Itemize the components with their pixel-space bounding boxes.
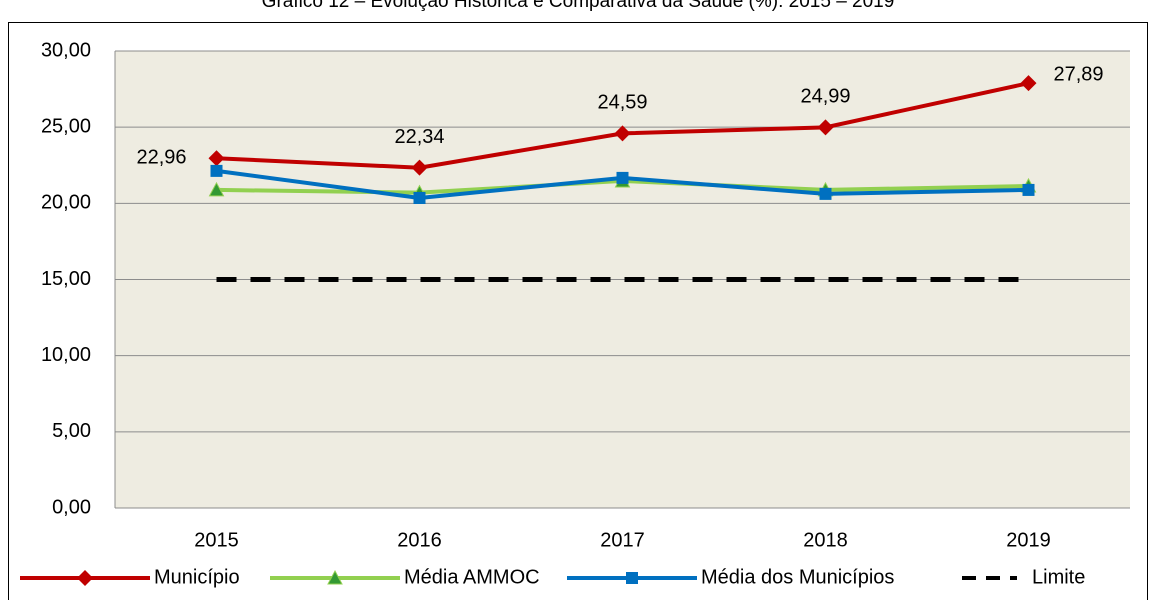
marker bbox=[1020, 75, 1037, 92]
x-tick-label: 2018 bbox=[803, 529, 848, 551]
marker bbox=[210, 164, 223, 177]
marker bbox=[208, 150, 225, 167]
data-label: 24,99 bbox=[800, 86, 850, 108]
chart-title: Gráfico 12 – Evolução Histórica e Compar… bbox=[262, 0, 895, 12]
marker bbox=[411, 159, 428, 176]
legend-label: Média dos Municípios bbox=[701, 566, 894, 588]
legend-item: Média AMMOC bbox=[270, 566, 540, 588]
legend-label: Média AMMOC bbox=[404, 566, 540, 588]
data-label: 27,89 bbox=[1053, 63, 1103, 85]
y-tick-label: 20,00 bbox=[41, 192, 91, 214]
x-tick-label: 2015 bbox=[194, 529, 239, 551]
y-tick-label: 10,00 bbox=[41, 344, 91, 366]
marker bbox=[413, 192, 426, 205]
legend-item: Limite bbox=[962, 566, 1085, 588]
data-label: 22,96 bbox=[136, 147, 186, 169]
marker bbox=[616, 171, 629, 184]
legend-label: Município bbox=[154, 566, 240, 588]
legend-label: Limite bbox=[1032, 566, 1085, 588]
x-tick-label: 2019 bbox=[1006, 529, 1051, 551]
legend-item: Média dos Municípios bbox=[567, 566, 894, 588]
legend-item: Município bbox=[20, 566, 240, 588]
marker bbox=[819, 187, 832, 200]
y-tick-label: 30,00 bbox=[41, 39, 91, 61]
x-tick-label: 2016 bbox=[397, 529, 442, 551]
y-tick-label: 0,00 bbox=[52, 496, 91, 518]
marker bbox=[626, 572, 638, 584]
marker bbox=[614, 125, 631, 142]
x-tick-label: 2017 bbox=[600, 529, 645, 551]
marker bbox=[77, 570, 93, 586]
y-tick-label: 15,00 bbox=[41, 268, 91, 290]
marker bbox=[327, 569, 343, 585]
y-tick-label: 5,00 bbox=[52, 420, 91, 442]
y-tick-label: 25,00 bbox=[41, 115, 91, 137]
marker bbox=[208, 181, 225, 197]
marker bbox=[817, 119, 834, 136]
data-label: 22,34 bbox=[394, 126, 444, 148]
data-label: 24,59 bbox=[597, 92, 647, 114]
marker bbox=[1022, 183, 1035, 196]
